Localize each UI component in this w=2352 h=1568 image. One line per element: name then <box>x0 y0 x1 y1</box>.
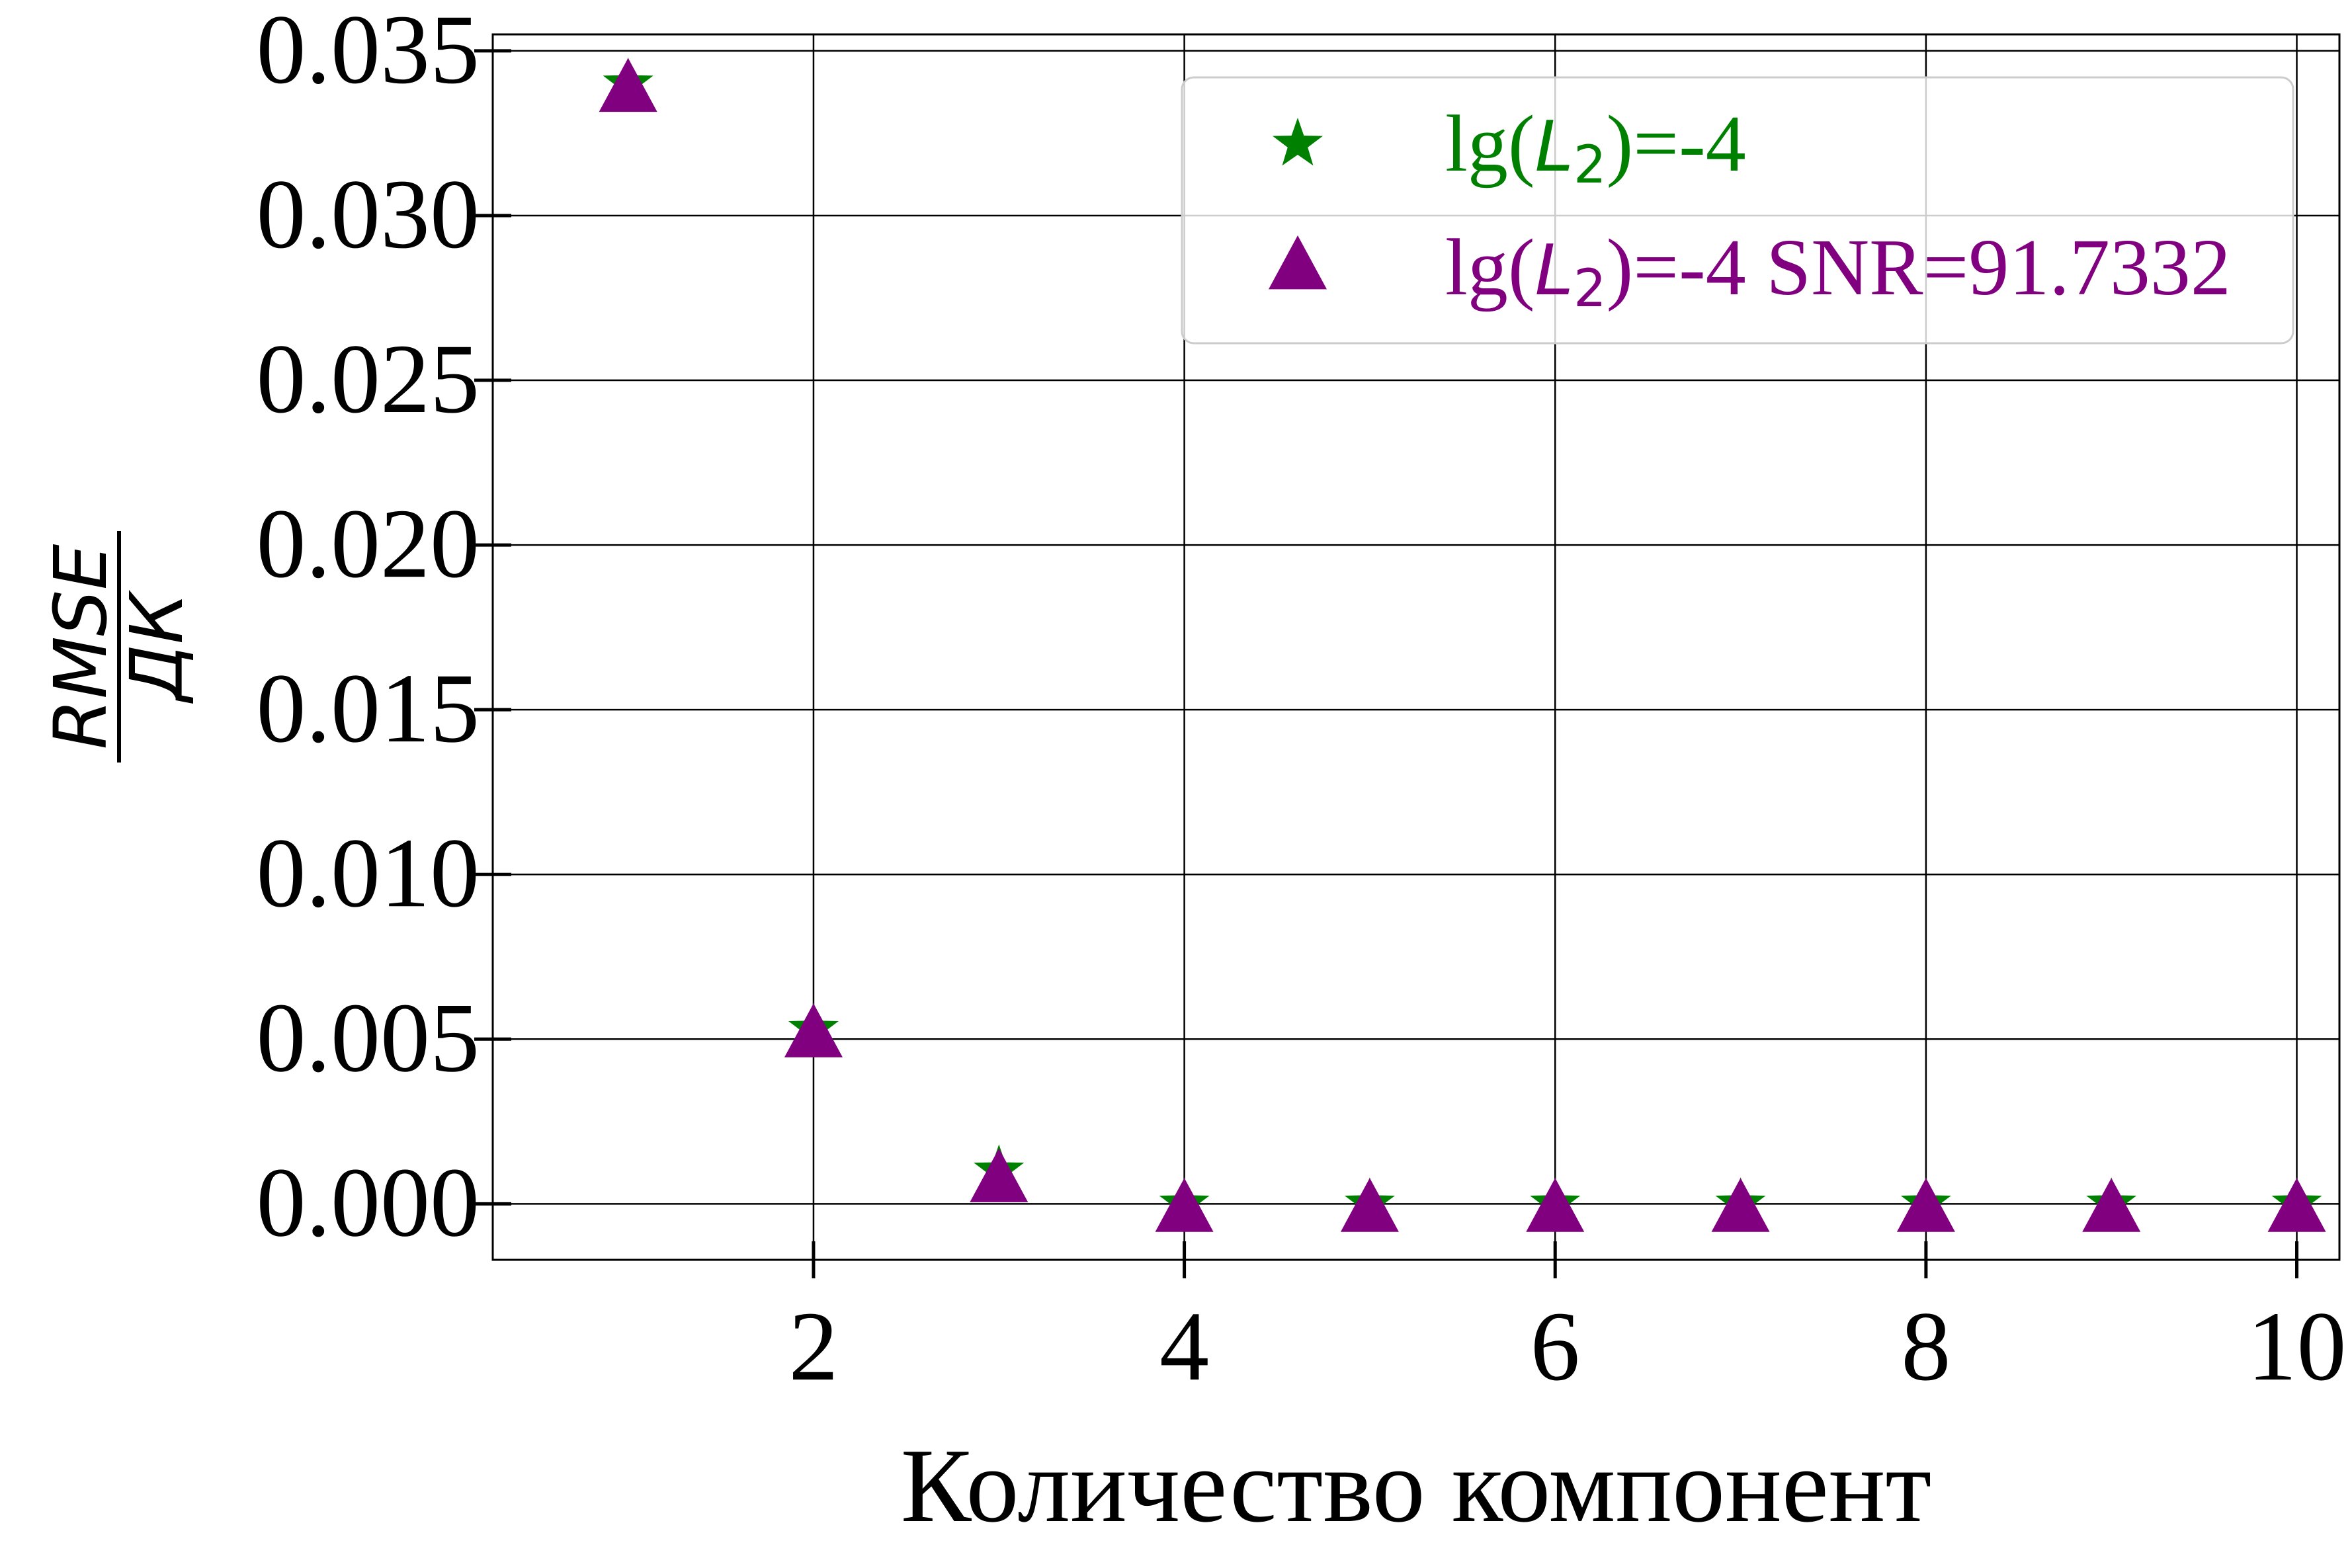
triangle-marker <box>1340 1178 1399 1232</box>
y-tick-label: 0.030 <box>257 159 480 269</box>
legend-box <box>1181 76 2294 345</box>
triangle-marker <box>1155 1178 1214 1232</box>
triangle-marker <box>2267 1178 2326 1232</box>
y-tick-label: 0.015 <box>257 653 480 763</box>
data-markers <box>599 57 2326 1232</box>
plot-frame <box>491 33 2341 1261</box>
legend-triangle-icon <box>1269 235 1327 290</box>
x-tick-label: 8 <box>1901 1292 1951 1401</box>
triangle-marker <box>970 1148 1029 1202</box>
legend-star-icon <box>1273 118 1323 166</box>
legend: lg(L2)=-4 lg(L2)=-4 SNR=91.7332 <box>1181 76 2294 345</box>
series-2 <box>599 58 2326 1232</box>
y-tick-label: 0.005 <box>257 983 480 1093</box>
y-tick-label: 0.020 <box>257 489 480 598</box>
x-tick-label: 4 <box>1159 1292 1209 1401</box>
triangle-marker <box>2082 1178 2141 1232</box>
y-tick-label: 0.035 <box>257 0 480 104</box>
y-tick-label: 0.010 <box>257 818 480 928</box>
x-tick-label: 2 <box>788 1292 838 1401</box>
axis-labels: 0.000 0.005 0.010 0.015 0.020 0.025 0.030 0.035… <box>38 0 2347 1544</box>
triangle-marker <box>1896 1178 1955 1232</box>
grid-lines <box>493 34 2339 1260</box>
triangle-marker <box>1526 1178 1585 1232</box>
triangle-marker <box>784 1003 843 1057</box>
triangle-marker <box>599 58 657 112</box>
x-axis-label: Количество компонент <box>901 1426 1932 1544</box>
x-tick-label: 6 <box>1531 1292 1580 1401</box>
legend-label-2: lg(L2)=-4 SNR=91.7332 <box>1445 223 2231 319</box>
legend-label-1: lg(L2)=-4 <box>1445 99 1746 195</box>
y-axis-label-numerator: RMSE <box>38 544 123 749</box>
y-tick-label: 0.000 <box>257 1147 480 1257</box>
y-tick-label: 0.025 <box>257 324 480 434</box>
y-axis-label-denominator: ДК <box>114 589 199 704</box>
x-tick-label: 10 <box>2247 1292 2347 1401</box>
triangle-marker <box>1711 1178 1770 1232</box>
